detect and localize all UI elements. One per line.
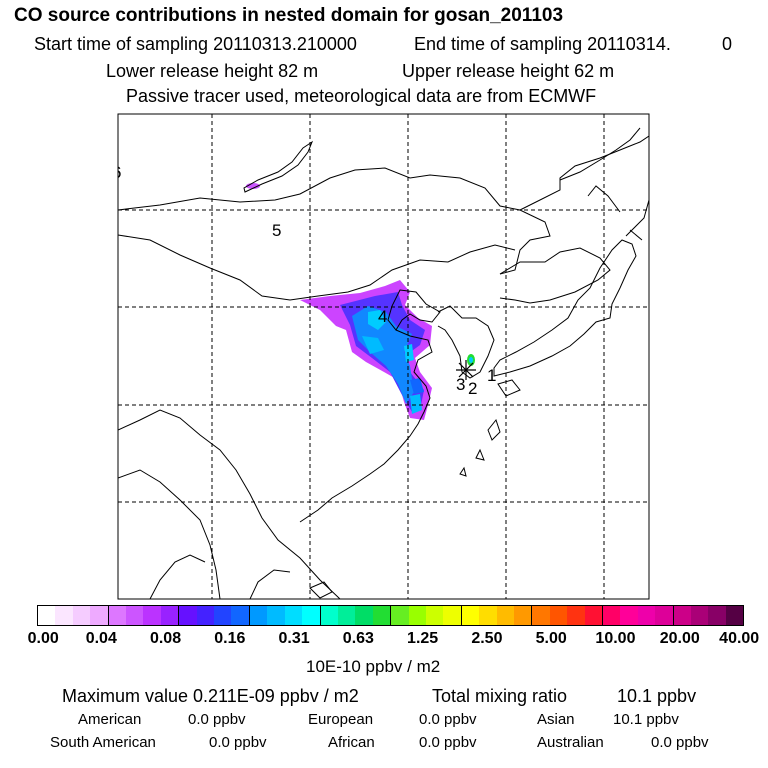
colorbar-tick-label: 40.00: [719, 630, 760, 647]
region-label-3: 3: [456, 375, 465, 394]
plot-title: CO source contributions in nested domain…: [14, 5, 564, 26]
colorbar-tick-label: 0.08: [149, 630, 182, 647]
region-label-1: 1: [487, 366, 496, 385]
colorbar-swatch: [90, 606, 109, 625]
graticule: [118, 114, 649, 599]
colorbar-tick-label: 20.00: [659, 630, 700, 647]
region-value-south-american: 0.0 ppbv: [209, 734, 267, 751]
end-time-suffix: 0: [722, 34, 733, 54]
start-time: Start time of sampling 20110313.210000: [34, 34, 357, 54]
region-label-2: 2: [468, 379, 477, 398]
colorbar-tick-label: 0.63: [342, 630, 374, 647]
region-name-american: American: [78, 711, 142, 728]
region-value-american: 0.0 ppbv: [188, 711, 246, 728]
colorbar-swatch: [38, 606, 56, 625]
colorbar-tick-label: 1.25: [407, 630, 439, 647]
colorbar-swatch: [267, 606, 285, 625]
colorbar-tick-label: 5.00: [535, 630, 567, 647]
colorbar-tick-label: 0.04: [85, 630, 117, 647]
total-mixing-label: Total mixing ratio: [432, 686, 568, 706]
colorbar-tick-label: 0.16: [214, 630, 246, 647]
region-label-6: 6: [112, 163, 121, 182]
receptor-marker: [456, 360, 476, 380]
colorbar-swatch: [620, 606, 638, 625]
colorbar-swatch: [55, 606, 73, 625]
map-content: [118, 114, 649, 599]
colorbar-swatch: [355, 606, 373, 625]
colorbar-swatch: [179, 606, 197, 625]
end-time: End time of sampling 20110314.: [414, 34, 671, 54]
colorbar-swatch: [443, 606, 462, 625]
region-name-european: European: [308, 711, 374, 728]
coastlines: [118, 127, 649, 599]
colorbar-swatch: [461, 606, 480, 625]
colorbar-swatch: [391, 606, 409, 625]
colorbar-tick-label: 2.50: [471, 630, 503, 647]
colorbar-swatch: [513, 606, 533, 625]
colorbar-swatch: [337, 606, 356, 625]
region-name-african: African: [328, 734, 375, 751]
region-value-african: 0.0 ppbv: [419, 734, 477, 751]
concentration-plume: [246, 183, 475, 420]
colorbar-swatch: [532, 606, 550, 625]
region-value-australian: 0.0 ppbv: [651, 734, 709, 751]
colorbar-swatch: [584, 606, 603, 625]
upper-release-height: Upper release height 62 m: [402, 61, 615, 81]
region-label-5: 5: [272, 221, 281, 240]
colorbar-swatch: [196, 606, 215, 625]
colorbar-unit: 10E-10 ppbv / m2: [306, 657, 441, 676]
colorbar-swatch: [691, 606, 709, 625]
lower-release-height: Lower release height 82 m: [106, 61, 319, 81]
colorbar-swatch: [708, 606, 726, 625]
colorbar-swatch: [637, 606, 656, 625]
colorbar-swatch: [231, 606, 250, 625]
total-mixing-value: 10.1 ppbv: [617, 686, 697, 706]
colorbar-swatch: [549, 606, 568, 625]
colorbar-swatch: [160, 606, 180, 625]
colorbar-tick-label: 10.00: [595, 630, 636, 647]
colorbar-swatch: [108, 606, 127, 625]
region-label-4: 4: [378, 307, 387, 326]
colorbar: [37, 605, 744, 626]
colorbar-tick-label: 0.31: [278, 630, 310, 647]
colorbar-swatch: [372, 606, 392, 625]
colorbar-swatch: [249, 606, 268, 625]
max-value: Maximum value 0.211E-09 ppbv / m2: [62, 686, 359, 706]
colorbar-swatch: [214, 606, 232, 625]
colorbar-swatch: [320, 606, 338, 625]
region-name-australian: Australian: [537, 734, 604, 751]
region-value-asian: 10.1 ppbv: [613, 711, 679, 728]
colorbar-swatch: [567, 606, 585, 625]
colorbar-swatch: [725, 606, 744, 625]
colorbar-swatch: [284, 606, 303, 625]
colorbar-swatch: [479, 606, 497, 625]
colorbar-swatch: [655, 606, 674, 625]
colorbar-swatch: [425, 606, 444, 625]
colorbar-swatch: [143, 606, 161, 625]
colorbar-swatch: [72, 606, 91, 625]
colorbar-swatch: [673, 606, 692, 625]
colorbar-swatch: [603, 606, 621, 625]
colorbar-swatch: [408, 606, 426, 625]
tracer-note: Passive tracer used, meteorological data…: [126, 86, 597, 106]
colorbar-swatch: [302, 606, 321, 625]
colorbar-swatch: [496, 606, 514, 625]
colorbar-tick-label: 0.00: [27, 630, 59, 647]
colorbar-swatch: [126, 606, 144, 625]
region-value-european: 0.0 ppbv: [419, 711, 477, 728]
region-name-south-american: South American: [50, 734, 156, 751]
region-name-asian: Asian: [537, 711, 575, 728]
